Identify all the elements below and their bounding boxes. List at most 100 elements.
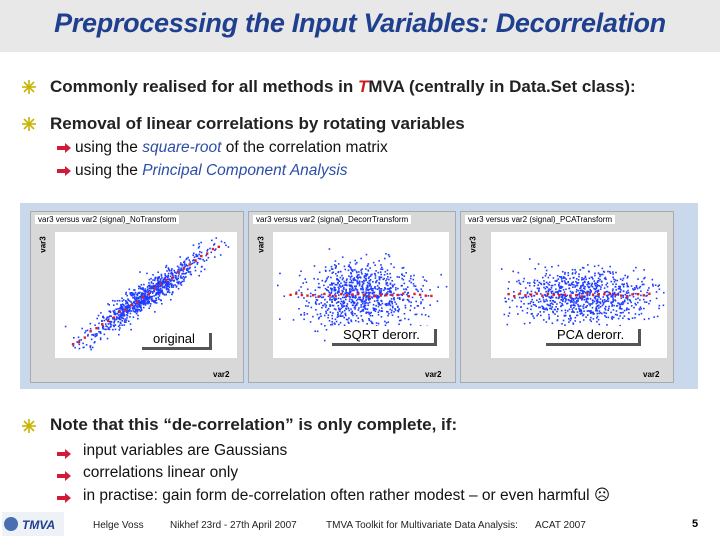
scatter-point: [556, 310, 558, 313]
scatter-point: [371, 297, 374, 299]
scatter-point: [150, 285, 153, 288]
scatter-point: [591, 311, 594, 314]
scatter-point: [583, 295, 585, 297]
scatter-point: [619, 286, 621, 289]
scatter-point: [437, 286, 439, 288]
scatter-point: [333, 297, 335, 299]
scatter-point: [354, 312, 356, 315]
scatter-point: [639, 299, 641, 301]
scatter-point: [351, 310, 354, 313]
scatter-point: [579, 305, 582, 307]
scatter-point: [552, 311, 555, 314]
scatter-point: [344, 283, 347, 286]
scatter-point: [339, 315, 342, 317]
scatter-point: [538, 289, 540, 291]
scatter-point: [171, 268, 173, 270]
scatter-point: [629, 294, 631, 297]
scatter-point: [579, 308, 582, 311]
scatter-point: [658, 304, 661, 307]
scatter-point: [373, 308, 376, 310]
scatter-point: [178, 281, 180, 283]
scatter-point: [556, 274, 559, 277]
scatter-point: [330, 276, 332, 279]
scatter-point: [384, 287, 386, 289]
bullet-star-icon: [22, 80, 36, 94]
scatter-point: [623, 283, 626, 285]
scatter-point: [210, 251, 213, 254]
scatter-point: [148, 300, 150, 303]
scatter-point: [162, 278, 165, 281]
scatter-point: [583, 288, 586, 290]
scatter-point: [141, 301, 144, 303]
scatter-point: [149, 295, 151, 298]
scatter-point: [130, 310, 132, 312]
scatter-point: [116, 303, 118, 305]
scatter-point: [339, 276, 342, 279]
scatter-point: [167, 274, 170, 277]
profile-point: [620, 294, 623, 297]
scatter-point: [513, 290, 515, 293]
scatter-point: [182, 270, 185, 272]
scatter-point: [364, 277, 367, 280]
scatter-point: [350, 311, 353, 314]
scatter-point: [146, 290, 149, 292]
scatter-point: [368, 318, 370, 320]
scatter-point: [370, 286, 372, 288]
profile-point: [518, 292, 522, 295]
scatter-point: [590, 285, 593, 287]
scatter-point: [621, 279, 624, 282]
scatter-point: [369, 275, 372, 277]
scatter-point: [143, 300, 145, 303]
scatter-point: [103, 333, 106, 336]
scatter-point: [169, 272, 172, 275]
scatter-point: [163, 281, 166, 284]
scatter-point: [578, 296, 581, 299]
scatter-point: [316, 313, 319, 316]
scatter-point: [163, 277, 166, 279]
scatter-point: [658, 284, 661, 287]
scatter-point: [161, 280, 163, 283]
scatter-point: [632, 295, 635, 298]
scatter-point: [624, 293, 627, 296]
scatter-point: [359, 310, 362, 313]
scatter-point: [100, 312, 102, 314]
scatter-point: [634, 317, 636, 319]
scatter-point: [589, 297, 592, 300]
scatter-point: [116, 317, 118, 319]
scatter-point: [581, 312, 583, 315]
scatter-point: [530, 305, 533, 308]
scatter-point: [576, 281, 578, 284]
scatter-point: [198, 274, 200, 277]
scatter-point: [279, 318, 281, 320]
scatter-point: [121, 307, 123, 310]
scatter-point: [598, 296, 600, 299]
scatter-point: [414, 313, 417, 316]
scatter-point: [339, 298, 342, 300]
scatter-point: [374, 287, 376, 289]
scatter-point: [539, 293, 542, 295]
scatter-point: [362, 301, 364, 303]
scatter-point: [569, 296, 571, 298]
scatter-point: [132, 294, 135, 296]
scatter-point: [102, 316, 104, 318]
profile-point: [159, 282, 162, 286]
scatter-point: [173, 269, 176, 272]
scatter-point: [111, 299, 114, 302]
scatter-point: [326, 277, 328, 280]
scatter-point: [108, 304, 111, 306]
scatter-point: [125, 302, 127, 305]
scatter-point: [588, 282, 591, 285]
scatter-point: [347, 318, 349, 321]
scatter-point: [325, 279, 328, 282]
scatter-point: [384, 320, 386, 323]
scatter-point: [380, 264, 382, 266]
scatter-point: [371, 321, 373, 324]
scatter-point: [361, 268, 363, 270]
scatter-point: [386, 293, 389, 295]
scatter-point: [186, 267, 189, 270]
scatter-point: [617, 293, 620, 295]
scatter-point: [322, 304, 325, 307]
scatter-point: [185, 276, 187, 278]
scatter-point: [344, 298, 347, 301]
scatter-point: [167, 280, 170, 283]
